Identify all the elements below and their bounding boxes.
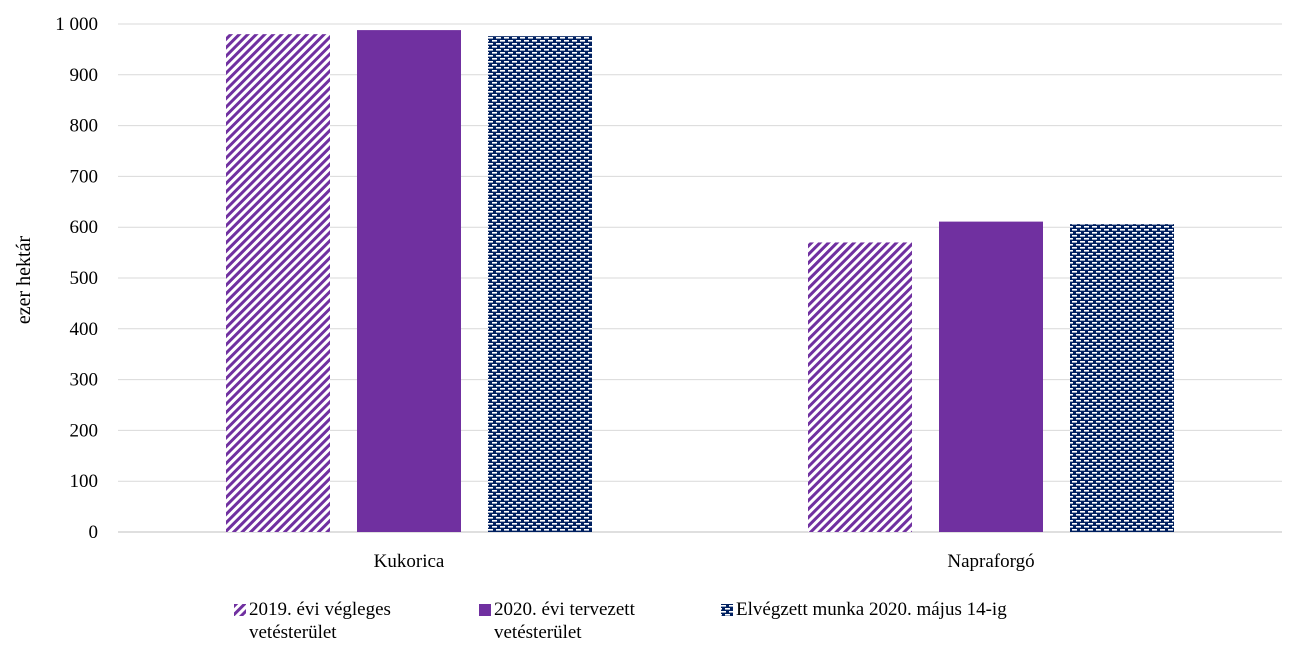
legend-swatch-solid-icon — [479, 604, 491, 616]
bar — [1070, 224, 1174, 533]
y-tick-label: 200 — [70, 420, 99, 441]
bar-chart: 0 100 200 300 400 500 600 700 800 900 1 000 Kukori… — [13, 14, 1282, 572]
bar — [808, 242, 912, 532]
y-axis-title: ezer hektár — [13, 236, 35, 325]
y-tick-label: 1 000 — [55, 14, 98, 35]
y-tick-label: 600 — [70, 217, 99, 238]
bar — [488, 36, 592, 532]
legend-swatch-diagonal-icon — [234, 604, 246, 616]
y-tick-label: 300 — [70, 370, 99, 391]
bar — [226, 34, 330, 532]
x-category-label: Napraforgó — [947, 551, 1034, 572]
legend-swatch-brick-icon — [721, 604, 733, 616]
y-tick-label: 100 — [70, 471, 99, 492]
y-tick-label: 700 — [70, 166, 99, 187]
bar — [939, 221, 1043, 532]
legend: 2019. évi végleges vetésterület 2020. év… — [0, 598, 1295, 650]
y-tick-label: 400 — [70, 319, 99, 340]
y-tick-label: 500 — [70, 268, 99, 289]
x-axis-categories: Kukorica Napraforgó — [374, 551, 1035, 572]
legend-item-2020: 2020. évi tervezett vetésterület — [479, 598, 635, 644]
legend-label: Elvégzett munka 2020. május 14-ig — [736, 599, 1007, 620]
x-category-label: Kukorica — [374, 551, 445, 572]
legend-item-2019: 2019. évi végleges vetésterület — [234, 598, 391, 644]
legend-label: 2020. évi tervezett vetésterület — [494, 599, 635, 643]
y-axis-ticks: 0 100 200 300 400 500 600 700 800 900 1 000 — [55, 14, 98, 543]
legend-label: 2019. évi végleges vetésterület — [249, 599, 391, 643]
bar — [357, 30, 461, 532]
y-tick-label: 900 — [70, 65, 99, 86]
y-tick-label: 0 — [89, 522, 99, 543]
y-tick-label: 800 — [70, 116, 99, 137]
bars — [226, 30, 1174, 533]
legend-item-work: Elvégzett munka 2020. május 14-ig — [721, 598, 1007, 621]
